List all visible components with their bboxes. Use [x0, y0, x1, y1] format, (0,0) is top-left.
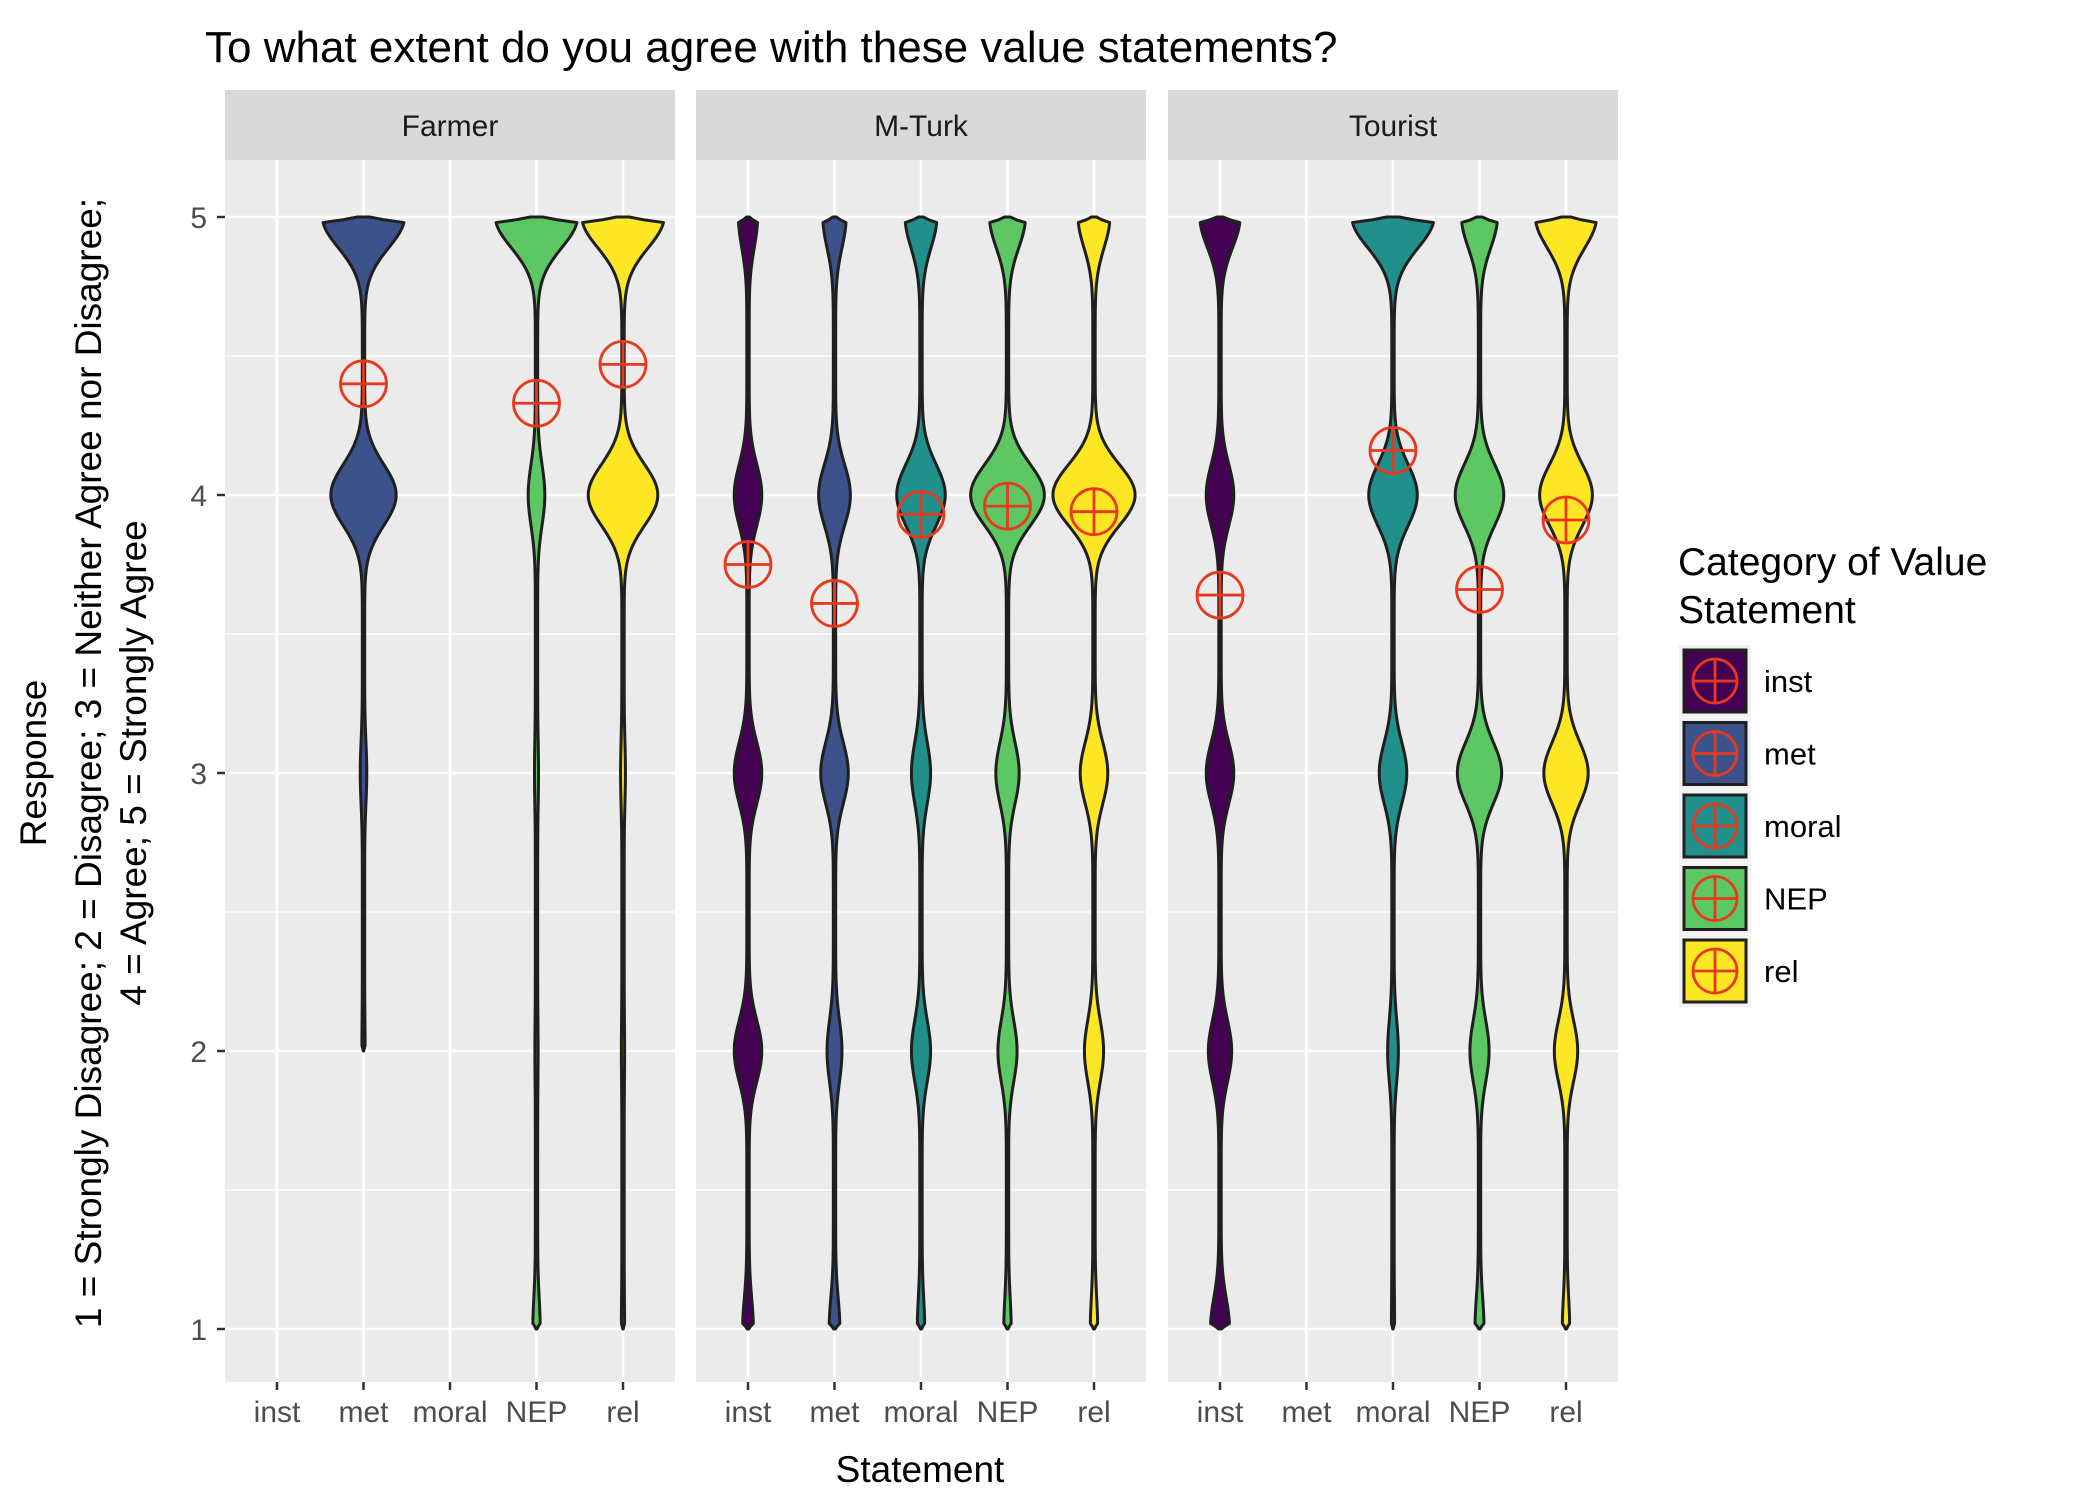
- legend: Category of Value Statement inst met moral NE…: [1678, 541, 1987, 1007]
- facet-panel-m-turk: M-Turk: [696, 90, 1146, 1382]
- y-tick-label: 5: [190, 202, 207, 235]
- violin-moral: [1351, 215, 1435, 1331]
- legend-label: rel: [1764, 954, 1798, 989]
- violin-NEP: [969, 215, 1046, 1331]
- violin-rel: [1534, 215, 1598, 1331]
- mean-marker-NEP: [1455, 565, 1504, 614]
- violin-rel: [581, 215, 665, 1331]
- mean-marker-inst: [1195, 570, 1245, 620]
- y-axis-title-line: Response: [13, 680, 54, 847]
- legend-item-nep: NEP: [1679, 862, 1828, 935]
- legend-label: met: [1764, 737, 1816, 772]
- mean-marker-rel: [1541, 495, 1591, 545]
- y-tick-label: 4: [190, 480, 207, 513]
- violin-NEP: [1453, 215, 1506, 1331]
- x-tick-label: inst: [1197, 1396, 1244, 1429]
- facet-panel-farmer: Farmer: [225, 90, 675, 1382]
- x-tick-label: rel: [606, 1396, 639, 1429]
- y-tick-label: 2: [190, 1036, 207, 1069]
- legend-title-line: Category of Value: [1678, 541, 1987, 584]
- facet-strip: [1168, 90, 1618, 160]
- y-axis-title-line: 1 = Strongly Disagree; 2 = Disagree; 3 =…: [68, 198, 109, 1328]
- legend-item-moral: moral: [1679, 790, 1842, 862]
- x-tick-label: moral: [1355, 1396, 1430, 1429]
- facet-strip-label: Farmer: [402, 110, 499, 143]
- facet-panel-tourist: Tourist: [1168, 90, 1618, 1382]
- violin-met: [817, 215, 852, 1331]
- facet-panels: Farmer M-Turk Tourist: [225, 90, 1618, 1382]
- facet-strip: [225, 90, 675, 160]
- mean-marker-rel: [598, 339, 648, 389]
- mean-marker-met: [810, 579, 859, 628]
- violin-rel: [1051, 215, 1137, 1331]
- x-tick-label: moral: [412, 1396, 487, 1429]
- violin-NEP: [494, 215, 579, 1331]
- legend-item-rel: rel: [1679, 935, 1798, 1007]
- mean-marker-NEP: [983, 481, 1032, 531]
- facet-strip: [696, 90, 1146, 160]
- legend-label: inst: [1764, 664, 1813, 699]
- legend-title-line: Statement: [1678, 589, 1856, 632]
- y-tick-label: 1: [190, 1314, 207, 1347]
- legend-label: moral: [1764, 809, 1842, 844]
- x-axis: inst met moral NEP rel inst met moral NEP rel inst…: [254, 1382, 1583, 1429]
- chart-title: To what extent do you agree with these v…: [205, 23, 1337, 72]
- violin-inst: [1198, 215, 1242, 1331]
- mean-marker-met: [339, 359, 388, 409]
- y-tick-label: 3: [190, 758, 207, 791]
- legend-item-inst: inst: [1679, 645, 1813, 717]
- x-tick-label: NEP: [506, 1396, 568, 1429]
- y-axis-title-line: 4 = Agree; 5 = Strongly Agree: [113, 520, 154, 1005]
- violin-inst: [732, 215, 764, 1331]
- x-tick-label: inst: [725, 1396, 772, 1429]
- x-tick-label: met: [338, 1396, 389, 1429]
- y-axis: 1 2 3 4 5: [190, 202, 225, 1347]
- x-tick-label: rel: [1077, 1396, 1110, 1429]
- x-tick-label: met: [809, 1396, 860, 1429]
- violin-met: [321, 215, 406, 1053]
- legend-item-met: met: [1679, 717, 1816, 790]
- x-tick-label: met: [1281, 1396, 1332, 1429]
- mean-marker-NEP: [512, 378, 561, 428]
- x-tick-label: NEP: [1449, 1396, 1511, 1429]
- legend-label: NEP: [1764, 882, 1828, 917]
- x-tick-label: rel: [1549, 1396, 1582, 1429]
- mean-marker-moral: [896, 490, 946, 539]
- mean-marker-rel: [1069, 487, 1119, 537]
- facet-strip-label: Tourist: [1349, 110, 1438, 143]
- x-axis-title: Statement: [836, 1449, 1005, 1490]
- x-tick-label: moral: [883, 1396, 958, 1429]
- facet-strip-label: M-Turk: [874, 110, 969, 143]
- x-tick-label: inst: [254, 1396, 301, 1429]
- x-tick-label: NEP: [977, 1396, 1039, 1429]
- mean-marker-inst: [723, 540, 773, 589]
- y-axis-title: Response 1 = Strongly Disagree; 2 = Disag…: [13, 198, 154, 1328]
- mean-marker-moral: [1368, 426, 1418, 475]
